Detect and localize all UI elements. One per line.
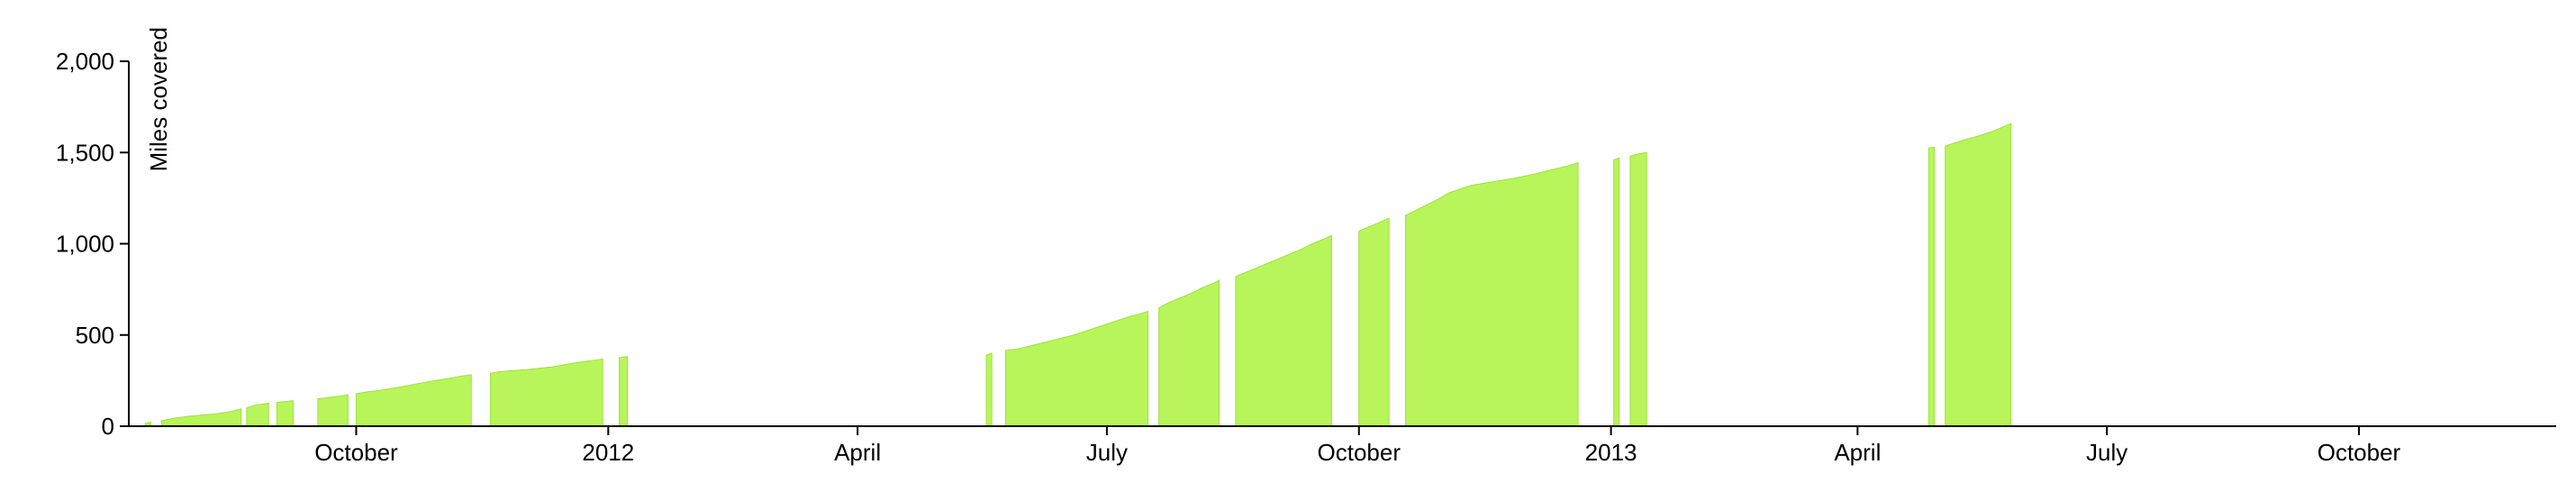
y-tick-label: 500 bbox=[76, 322, 114, 349]
x-axis-ticks: October 2012 April July October 2013 April July… bbox=[314, 426, 2401, 466]
y-tick-label: 1,000 bbox=[56, 231, 114, 258]
y-tick-label: 0 bbox=[102, 413, 114, 440]
area-segment-2 bbox=[161, 408, 242, 427]
x-tick-label: October bbox=[2317, 439, 2401, 466]
area-segment-13 bbox=[1358, 217, 1390, 427]
y-axis-title: Miles covered bbox=[145, 27, 172, 171]
area-segment-9 bbox=[985, 352, 993, 427]
area-segment-16 bbox=[1629, 151, 1647, 427]
x-tick-label: April bbox=[834, 439, 881, 466]
area-segment-15 bbox=[1613, 157, 1620, 427]
y-tick-label: 1,500 bbox=[56, 139, 114, 166]
area-segment-3 bbox=[246, 402, 269, 427]
area-segment-4 bbox=[276, 400, 295, 427]
area-segment-12 bbox=[1235, 234, 1332, 427]
x-tick-label: 2012 bbox=[582, 439, 634, 466]
plot-area bbox=[144, 123, 2012, 427]
area-segment-14 bbox=[1404, 161, 1579, 427]
area-segment-7 bbox=[490, 358, 603, 427]
x-tick-label: July bbox=[2086, 439, 2127, 466]
area-segment-11 bbox=[1158, 279, 1220, 427]
x-tick-label: July bbox=[1086, 439, 1128, 466]
y-tick-label: 2,000 bbox=[56, 48, 114, 75]
y-axis-ticks: 0 500 1,000 1,500 2,000 bbox=[56, 48, 129, 440]
area-segment-10 bbox=[1004, 310, 1149, 427]
area-segment-6 bbox=[355, 374, 472, 427]
x-tick-label: 2013 bbox=[1585, 439, 1637, 466]
area-segment-18 bbox=[1945, 123, 2012, 427]
x-tick-label: October bbox=[314, 439, 398, 466]
x-tick-label: October bbox=[1318, 439, 1401, 466]
x-tick-label: April bbox=[1834, 439, 1881, 466]
area-segment-8 bbox=[618, 356, 629, 427]
area-segment-17 bbox=[1927, 147, 1936, 427]
area-segment-5 bbox=[317, 394, 349, 427]
